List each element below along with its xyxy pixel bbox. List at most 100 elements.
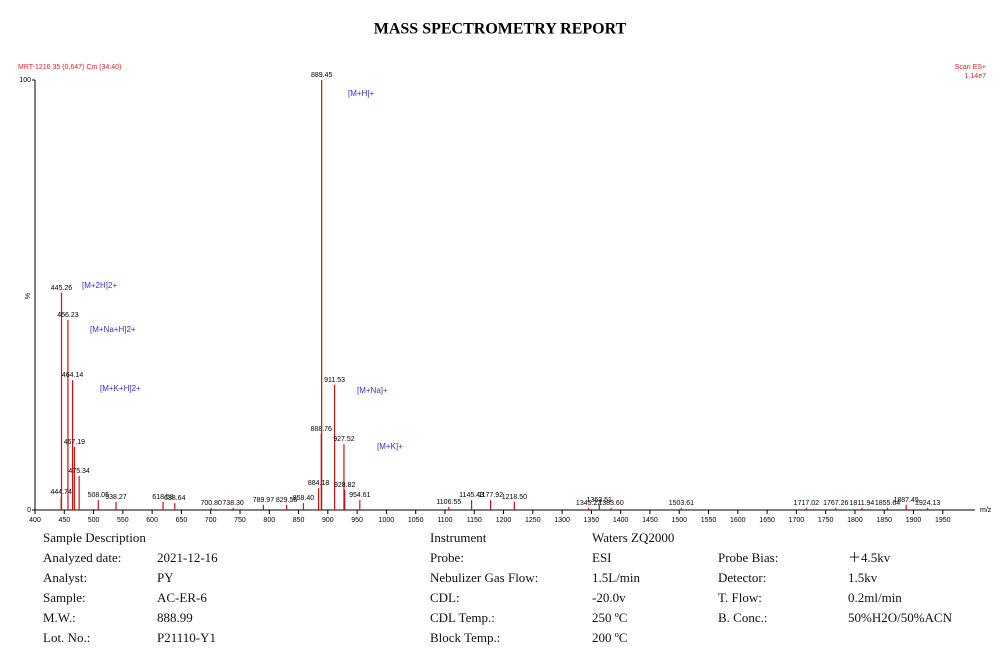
instrument-key: Probe: bbox=[430, 550, 464, 565]
sample-value: AC-ER-6 bbox=[157, 590, 207, 605]
peak-label: 1345.22 bbox=[576, 500, 601, 507]
instrument-value: 250 ºC bbox=[592, 610, 627, 625]
peak-label: 858.40 bbox=[293, 495, 315, 502]
peak-label: 1887.45 bbox=[893, 497, 918, 504]
instrument-value: ESI bbox=[592, 550, 612, 565]
peak-label: 1218.50 bbox=[502, 494, 527, 501]
sample-key: Sample: bbox=[43, 590, 86, 605]
x-tick-label: 400 bbox=[29, 517, 41, 524]
peak-annotation: [M+H]+ bbox=[348, 89, 375, 98]
x-tick-label: 1750 bbox=[818, 517, 834, 524]
x-tick-label: 600 bbox=[146, 517, 158, 524]
x-tick-label: 1300 bbox=[554, 517, 570, 524]
sample-key: Lot. No.: bbox=[43, 630, 90, 645]
x-tick-label: 1500 bbox=[671, 517, 687, 524]
instrument-value: -20.0v bbox=[592, 590, 626, 605]
x-tick-label: 1350 bbox=[584, 517, 600, 524]
peak-label: 884.18 bbox=[308, 480, 330, 487]
instrument-key: Block Temp.: bbox=[430, 630, 500, 645]
x-tick-label: 550 bbox=[117, 517, 129, 524]
peak-label: 1717.02 bbox=[794, 500, 819, 507]
y-axis-label: % bbox=[25, 293, 32, 299]
instrument-key: CDL Temp.: bbox=[430, 610, 495, 625]
x-tick-label: 1000 bbox=[379, 517, 395, 524]
peak-label: 738.30 bbox=[222, 500, 244, 507]
peak-label: 1106.55 bbox=[436, 499, 461, 506]
x-tick-label: 1950 bbox=[935, 517, 951, 524]
x-tick-label: 450 bbox=[58, 517, 70, 524]
peak-label: 638.64 bbox=[164, 495, 186, 502]
y-tick-label: 100 bbox=[19, 77, 31, 84]
x-tick-label: 1400 bbox=[613, 517, 629, 524]
x-tick-label: 1150 bbox=[467, 517, 482, 524]
x-tick-label: 900 bbox=[322, 517, 334, 524]
peak-label: 538.27 bbox=[105, 494, 127, 501]
x-tick-label: 1850 bbox=[876, 517, 892, 524]
peak-label: 475.34 bbox=[68, 468, 90, 475]
peak-label: 445.26 bbox=[51, 285, 73, 292]
x-tick-label: 1800 bbox=[847, 517, 863, 524]
peak-label: 1177.92 bbox=[478, 492, 503, 499]
peak-label: 911.53 bbox=[324, 377, 345, 384]
peak-annotation: [M+Na+H]2+ bbox=[90, 325, 136, 334]
instrument-value: 50%H2O/50%ACN bbox=[848, 610, 953, 625]
x-tick-label: 1550 bbox=[701, 517, 717, 524]
x-tick-label: 1600 bbox=[730, 517, 746, 524]
peak-label: 1767.26 bbox=[823, 500, 848, 507]
instrument-key: B. Conc.: bbox=[718, 610, 767, 625]
peak-label: 464.14 bbox=[62, 372, 84, 379]
instrument-key: Detector: bbox=[718, 570, 766, 585]
x-tick-label: 850 bbox=[293, 517, 305, 524]
sample-value: 2021-12-16 bbox=[157, 550, 218, 565]
x-tick-label: 1900 bbox=[906, 517, 922, 524]
peak-label: 618.58 bbox=[152, 494, 174, 501]
x-tick-label: 500 bbox=[88, 517, 100, 524]
x-tick-label: 1100 bbox=[437, 517, 452, 524]
scan-mode: Scan ES+ bbox=[955, 64, 986, 71]
x-tick-label: 650 bbox=[176, 517, 188, 524]
peak-label: 829.56 bbox=[276, 497, 298, 504]
instrument-value: 0.2ml/min bbox=[848, 590, 902, 605]
x-tick-label: 700 bbox=[205, 517, 217, 524]
y-tick-label: 0 bbox=[27, 507, 31, 514]
peak-label: 508.05 bbox=[88, 492, 110, 499]
report-title: MASS SPECTROMETRY REPORT bbox=[374, 21, 627, 38]
x-tick-label: 1250 bbox=[525, 517, 541, 524]
x-tick-label: 1700 bbox=[789, 517, 805, 524]
peak-label: 927.52 bbox=[333, 436, 355, 443]
instrument-key: Probe Bias: bbox=[718, 550, 778, 565]
instrument-value: 1.5L/min bbox=[592, 570, 641, 585]
peak-label: 1145.43 bbox=[459, 492, 484, 499]
instrument-heading: Instrument bbox=[430, 530, 487, 545]
sample-key: Analyzed date: bbox=[43, 550, 121, 565]
peak-label: 1924.13 bbox=[915, 500, 940, 507]
peak-annotation: [M+K+H]2+ bbox=[100, 384, 141, 393]
instrument-key: CDL: bbox=[430, 590, 460, 605]
instrument-name: Waters ZQ2000 bbox=[592, 530, 674, 545]
x-tick-label: 1050 bbox=[408, 517, 424, 524]
sample-key: M.W.: bbox=[43, 610, 76, 625]
peak-label: 700.80 bbox=[200, 500, 222, 507]
peak-label: 456.23 bbox=[57, 312, 79, 319]
instrument-value: ＋4.5kv bbox=[848, 550, 891, 565]
instrument-key: Nebulizer Gas Flow: bbox=[430, 570, 538, 585]
scan-info: MRT-1216 35 (0.647) Cm (34:40) bbox=[18, 64, 121, 71]
instrument-value: 200 ºC bbox=[592, 630, 627, 645]
instrument-key: T. Flow: bbox=[718, 590, 762, 605]
peak-label: 889.45 bbox=[311, 72, 333, 79]
peak-label: 1855.64 bbox=[875, 500, 900, 507]
sample-value: 888.99 bbox=[157, 610, 193, 625]
sample-value: P21110-Y1 bbox=[157, 630, 216, 645]
peak-label: 1363.51 bbox=[587, 497, 612, 504]
peak-label: 1503.61 bbox=[669, 500, 694, 507]
x-axis-label: m/z bbox=[980, 507, 992, 514]
peak-annotation: [M+Na]+ bbox=[357, 386, 388, 395]
x-tick-label: 800 bbox=[263, 517, 275, 524]
instrument-value: 1.5kv bbox=[848, 570, 878, 585]
peak-label: 928.82 bbox=[334, 482, 356, 489]
peak-label: 1811.94 bbox=[850, 500, 875, 507]
peak-annotation: [M+K]+ bbox=[377, 442, 403, 451]
peak-label: 789.97 bbox=[253, 497, 275, 504]
sample-key: Analyst: bbox=[43, 570, 87, 585]
